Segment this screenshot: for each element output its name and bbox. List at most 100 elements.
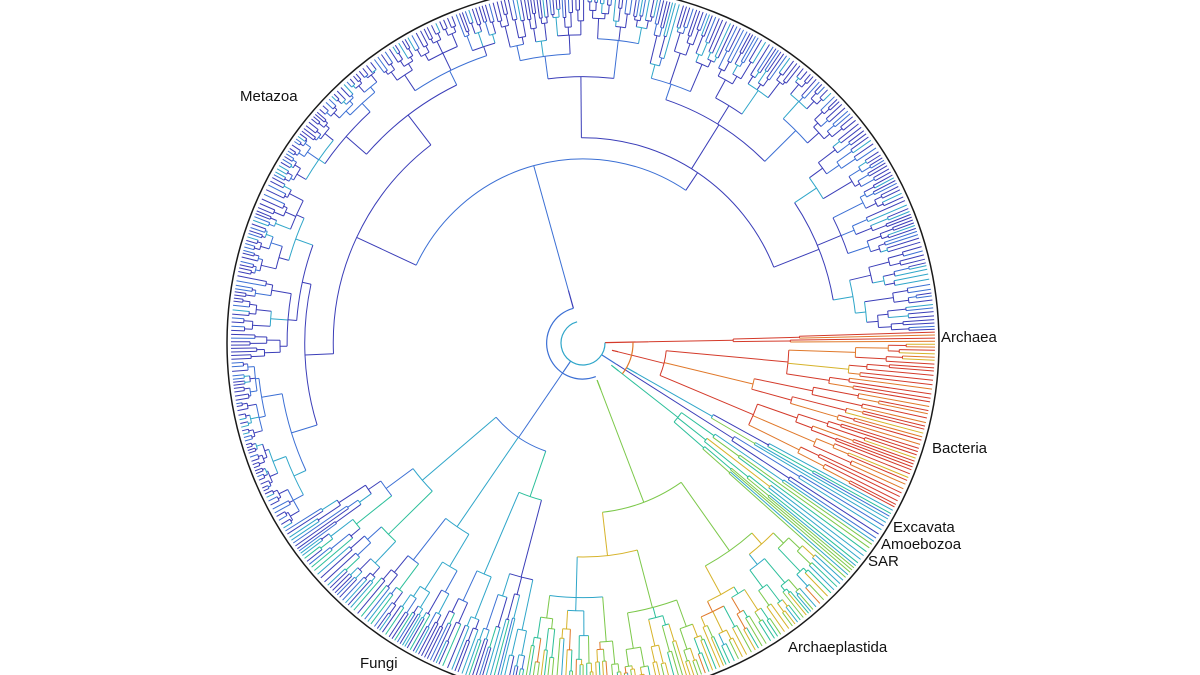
branch-arc [417, 613, 421, 616]
branch-arc [696, 28, 701, 31]
branch [324, 552, 357, 583]
branch [602, 661, 604, 675]
branch [807, 569, 832, 594]
branch [854, 417, 923, 438]
branch [893, 299, 909, 303]
branch [746, 627, 759, 649]
branch [236, 280, 266, 287]
branch [318, 158, 326, 165]
branch [613, 40, 619, 79]
branch [785, 65, 801, 84]
branch-arc [624, 13, 630, 15]
branch [243, 320, 253, 322]
branch [827, 99, 838, 109]
branch [809, 167, 823, 179]
branch [456, 437, 519, 527]
branch [702, 627, 721, 668]
branch [308, 547, 331, 565]
branch [639, 0, 643, 16]
branch [734, 436, 800, 478]
branch [899, 349, 935, 351]
branch [238, 267, 252, 272]
branch-arc [633, 15, 637, 18]
branch [443, 19, 448, 29]
branch [529, 645, 535, 675]
branch [873, 174, 893, 186]
branch [318, 122, 325, 128]
branch [424, 561, 443, 590]
branch [782, 612, 793, 627]
branch [647, 665, 651, 675]
branch [511, 628, 519, 656]
branch [250, 390, 258, 393]
branch [862, 410, 926, 427]
branch-arc [836, 161, 842, 169]
branch-arc [764, 69, 768, 73]
branch [388, 48, 399, 63]
branch-arc [826, 130, 833, 138]
branch [853, 420, 922, 441]
branch [465, 639, 479, 675]
branch [852, 219, 868, 227]
branch [866, 154, 881, 164]
branch [489, 626, 497, 648]
branch [812, 425, 854, 442]
branch [785, 606, 798, 623]
branch [905, 304, 933, 308]
branch [658, 644, 664, 664]
branch-arc [560, 321, 606, 366]
branch [500, 618, 516, 675]
branch [391, 586, 397, 595]
branch [683, 7, 691, 27]
branch [258, 415, 266, 419]
branch-arc [349, 573, 353, 577]
branch [664, 362, 754, 385]
branch [909, 265, 927, 270]
branch [244, 387, 250, 390]
branch [724, 26, 738, 51]
branch [507, 0, 514, 21]
branch [872, 180, 896, 193]
branch-arc [736, 609, 744, 615]
branch [740, 61, 752, 80]
branch [605, 660, 608, 675]
branch [677, 417, 707, 441]
branch [750, 44, 770, 76]
branch-arc [293, 152, 297, 156]
branch [379, 614, 392, 631]
branch [764, 49, 779, 71]
branch [665, 3, 676, 37]
branch-arc [323, 122, 328, 128]
branch [769, 618, 782, 635]
branch-arc [256, 240, 259, 244]
branch [412, 518, 447, 561]
branch [407, 37, 416, 51]
branch [278, 165, 289, 172]
branch [634, 16, 636, 20]
branch [894, 268, 928, 277]
branch [757, 70, 767, 84]
branch [888, 227, 916, 239]
branch [848, 482, 895, 508]
branch [564, 17, 566, 28]
branch-arc [862, 410, 864, 414]
branch-arc [767, 494, 770, 497]
branch [841, 158, 856, 169]
branch [820, 96, 835, 111]
branch [601, 3, 603, 14]
branch-arc [687, 34, 691, 37]
branch-arc [790, 93, 808, 110]
branch-arc [732, 73, 742, 80]
branch-arc [316, 134, 322, 141]
branch-arc [749, 558, 765, 571]
branch-arc [518, 36, 526, 39]
branch [887, 225, 915, 236]
branch [837, 143, 851, 154]
branch [858, 393, 930, 407]
branch [449, 70, 458, 86]
branch [816, 86, 825, 95]
branch [254, 216, 270, 224]
branch [492, 34, 496, 44]
branch [565, 649, 568, 675]
branch-arc [275, 246, 283, 269]
